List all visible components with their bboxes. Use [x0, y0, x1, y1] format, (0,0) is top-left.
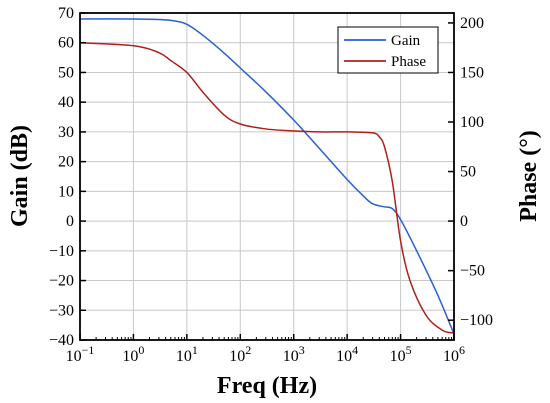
y-right-tick-label: −100	[460, 312, 493, 329]
x-tick-label: 100	[122, 343, 144, 365]
ticks	[79, 12, 455, 341]
gain-line	[79, 18, 455, 335]
y-left-tick-label: −30	[49, 302, 74, 319]
y-right-tick-label: −50	[460, 263, 485, 280]
y-right-tick-label: 200	[460, 15, 484, 32]
x-tick-label: 101	[176, 343, 198, 365]
x-tick-label: 105	[390, 343, 412, 365]
y-left-tick-label: −20	[49, 273, 74, 290]
phase-line	[79, 41, 455, 334]
y-right-tick-label: 150	[460, 64, 484, 81]
tick-labels: 10−1 100 101 102 103 104 105 106706050403020100…	[49, 5, 493, 365]
y-left-tick-label: 10	[58, 183, 74, 200]
y-left-tick-label: 30	[58, 124, 74, 141]
y-left-tick-label: −40	[49, 332, 74, 349]
y-left-tick-label: 40	[58, 94, 74, 111]
x-tick-label: 103	[283, 343, 305, 365]
y-right-tick-label: 100	[460, 114, 484, 131]
legend-box	[337, 26, 439, 74]
legend: Gain Phase	[337, 26, 439, 74]
x-tick-label: 104	[336, 343, 358, 365]
y-right-tick-label: 0	[460, 213, 468, 230]
x-tick-label: 102	[229, 343, 251, 365]
y-axis-left-title: Gain (dB)	[7, 125, 33, 227]
y-left-tick-label: 60	[58, 35, 74, 52]
plot-frame	[79, 12, 455, 341]
y-left-tick-label: 70	[58, 5, 74, 22]
y-left-tick-label: −10	[49, 243, 74, 260]
legend-phase-label: Phase	[391, 54, 426, 70]
y-left-tick-label: 20	[58, 154, 74, 171]
y-left-tick-label: 50	[58, 64, 74, 81]
x-axis-title: Freq (Hz)	[217, 373, 317, 399]
x-tick-label: 10−1	[66, 343, 95, 365]
y-axis-right-title: Phase (°)	[516, 130, 542, 222]
legend-gain-label: Gain	[391, 33, 421, 49]
y-left-tick-label: 0	[66, 213, 74, 230]
y-right-tick-label: 50	[460, 164, 476, 181]
x-tick-label: 106	[443, 343, 465, 365]
